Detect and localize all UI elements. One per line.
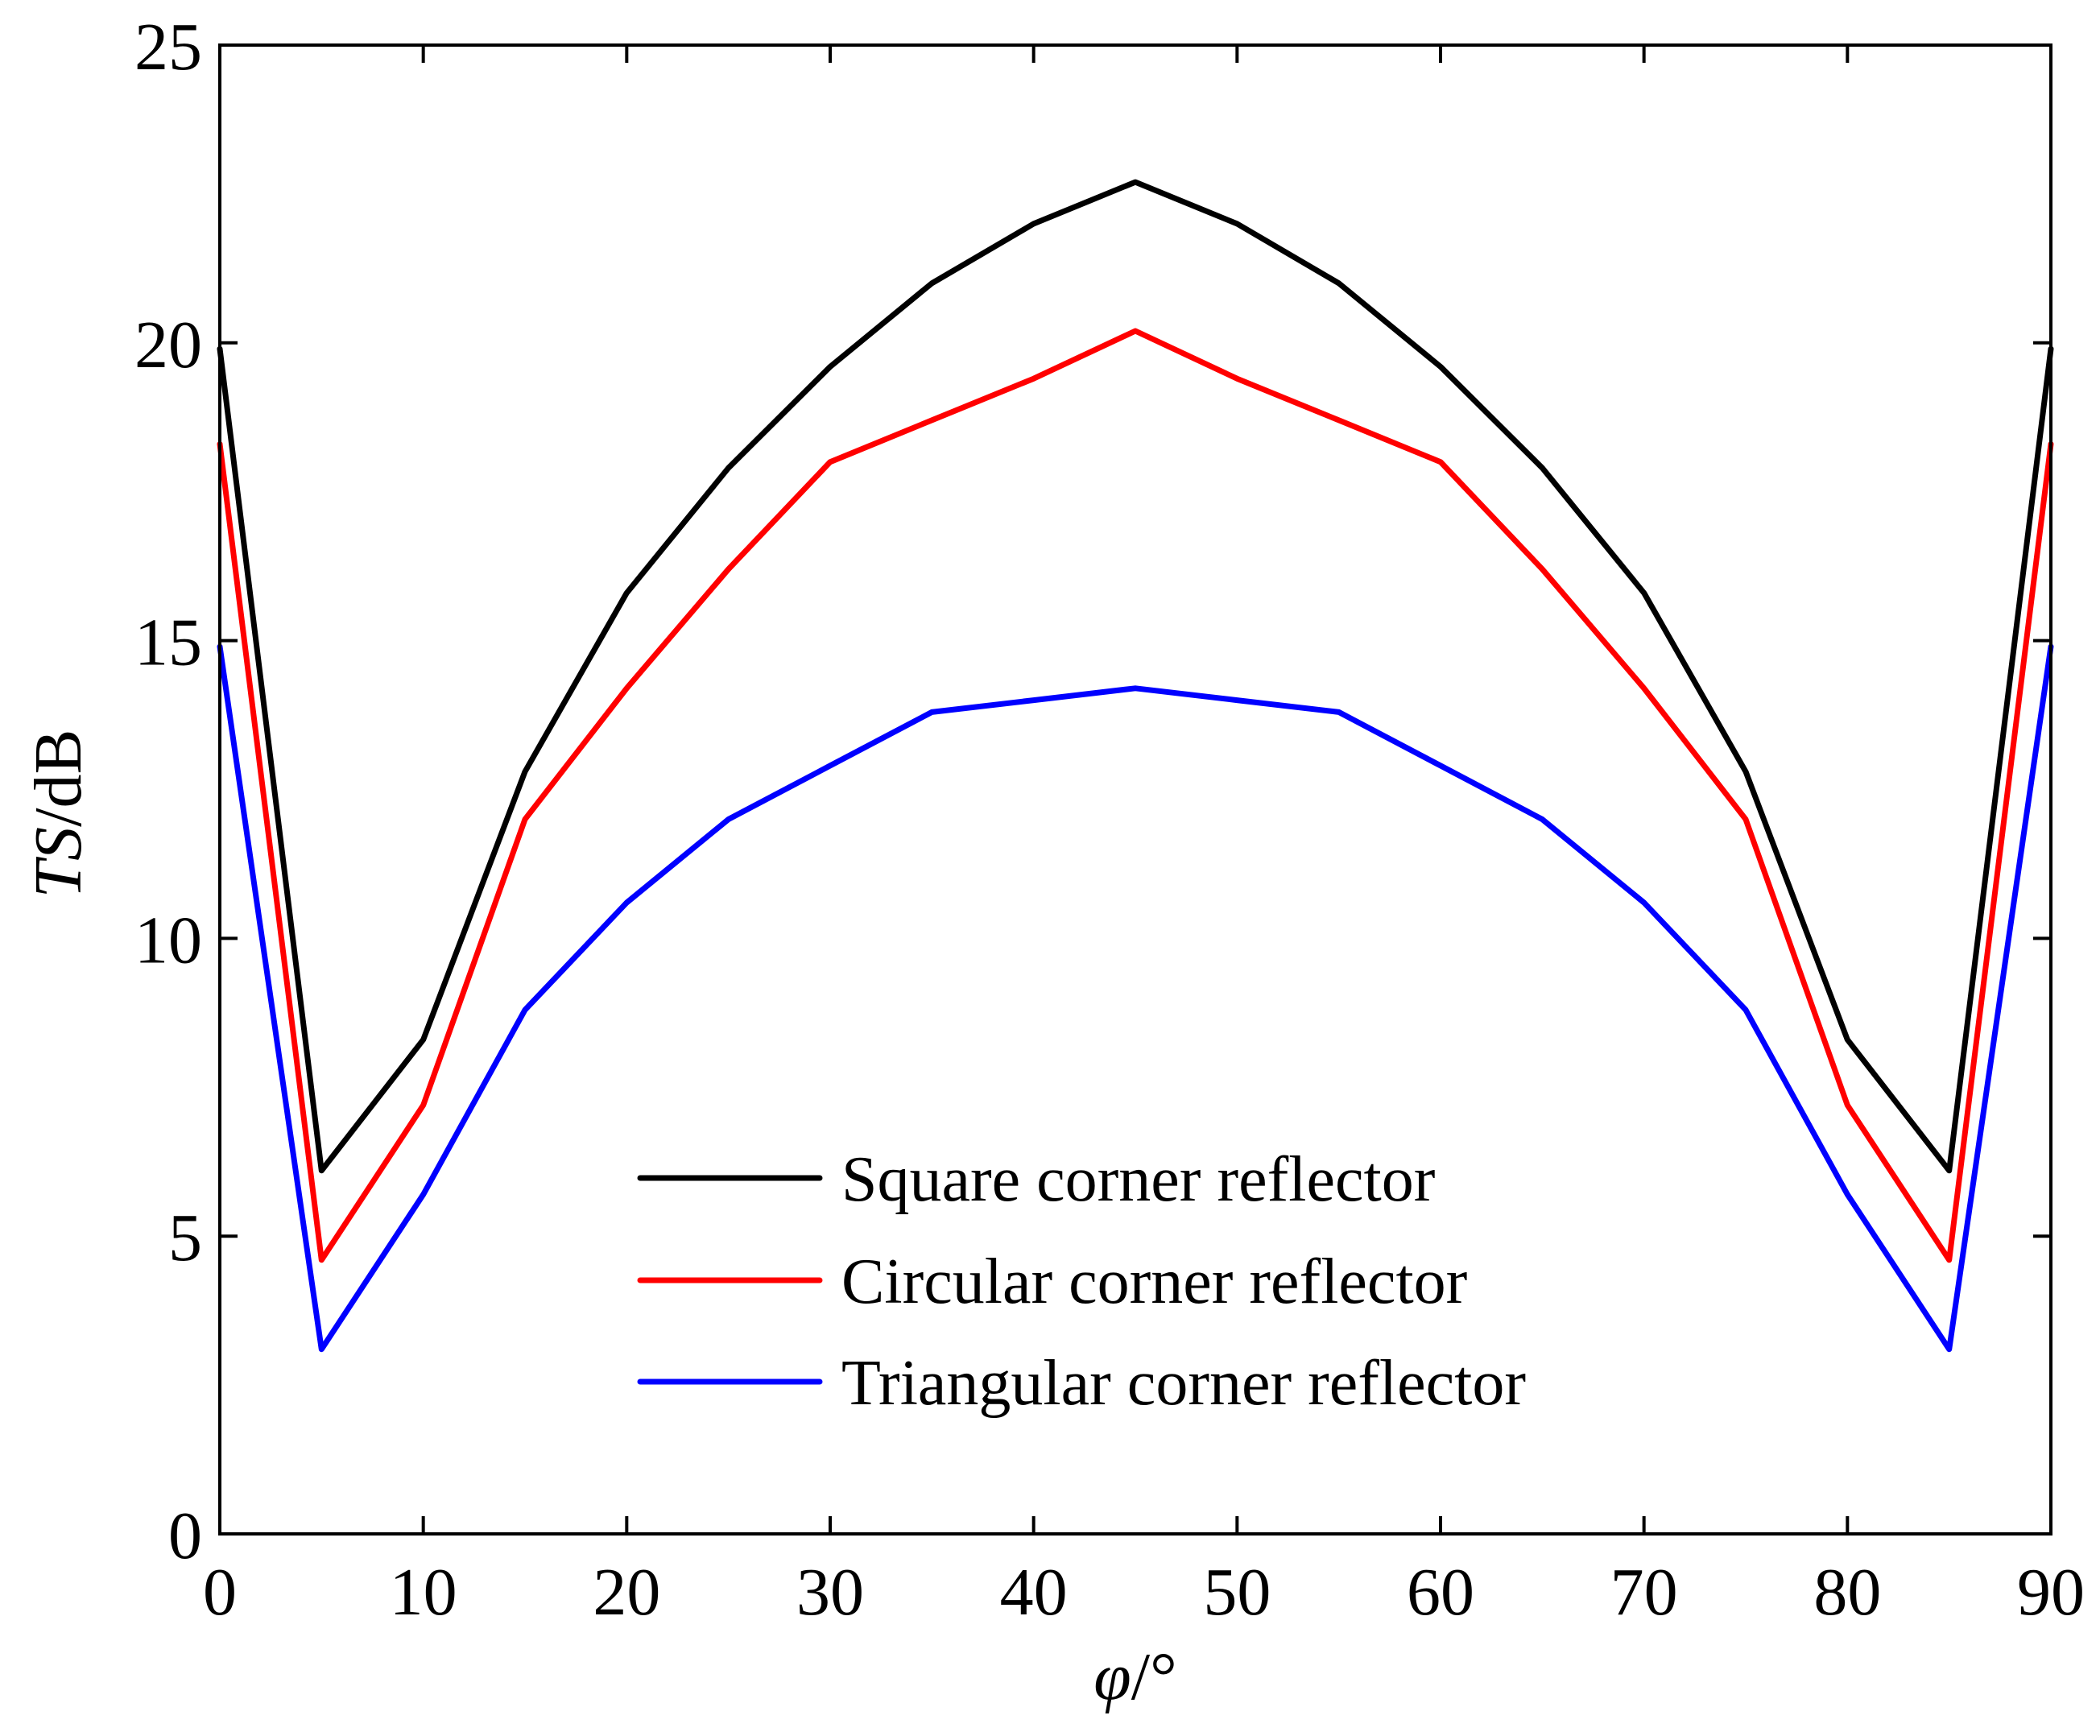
x-tick-label: 90 <box>2017 1555 2085 1630</box>
x-axis-unit: /° <box>1131 1639 1177 1714</box>
y-tick-label: 5 <box>168 1201 202 1275</box>
legend: Square corner reflector Circular corner … <box>637 1144 1526 1419</box>
legend-label-triangular: Triangular corner reflector <box>841 1348 1526 1419</box>
x-tick-label: 60 <box>1407 1555 1474 1630</box>
y-tick-label: 10 <box>134 903 202 978</box>
legend-item-triangular: Triangular corner reflector <box>637 1348 1526 1419</box>
x-tick-label: 80 <box>1813 1555 1881 1630</box>
x-tick-label: 40 <box>1000 1555 1068 1630</box>
plot-frame <box>218 43 2052 1536</box>
y-tick-label: 0 <box>168 1498 202 1573</box>
ticks-layer <box>218 43 2052 1536</box>
y-axis-variable: TS <box>21 827 96 899</box>
x-axis-variable: φ <box>1093 1639 1131 1714</box>
x-tick-label: 30 <box>796 1555 864 1630</box>
tick-labels-layer: 0 10 20 30 40 50 60 70 80 90 0 5 10 15 20 25 <box>134 10 2085 1630</box>
series-line-triangular <box>217 643 2054 1353</box>
y-tick-label: 20 <box>134 308 202 382</box>
y-axis-title: TS/dB <box>21 729 96 898</box>
x-tick-label: 70 <box>1610 1555 1678 1630</box>
series-line-circular <box>217 328 2054 1263</box>
series-line-square <box>217 179 2054 1174</box>
x-axis-title: φ/° <box>1093 1639 1176 1714</box>
y-axis-unit: /dB <box>21 729 96 826</box>
legend-label-circular: Circular corner reflector <box>841 1246 1467 1317</box>
legend-item-circular: Circular corner reflector <box>637 1246 1467 1317</box>
x-tick-label: 0 <box>203 1555 237 1630</box>
x-tick-label: 20 <box>593 1555 660 1630</box>
series-layer <box>217 179 2054 1353</box>
x-tick-label: 50 <box>1203 1555 1271 1630</box>
y-tick-label: 25 <box>134 10 202 85</box>
legend-label-square: Square corner reflector <box>841 1144 1435 1215</box>
legend-item-square: Square corner reflector <box>637 1144 1435 1215</box>
y-tick-label: 15 <box>134 606 202 680</box>
x-tick-label: 10 <box>390 1555 457 1630</box>
